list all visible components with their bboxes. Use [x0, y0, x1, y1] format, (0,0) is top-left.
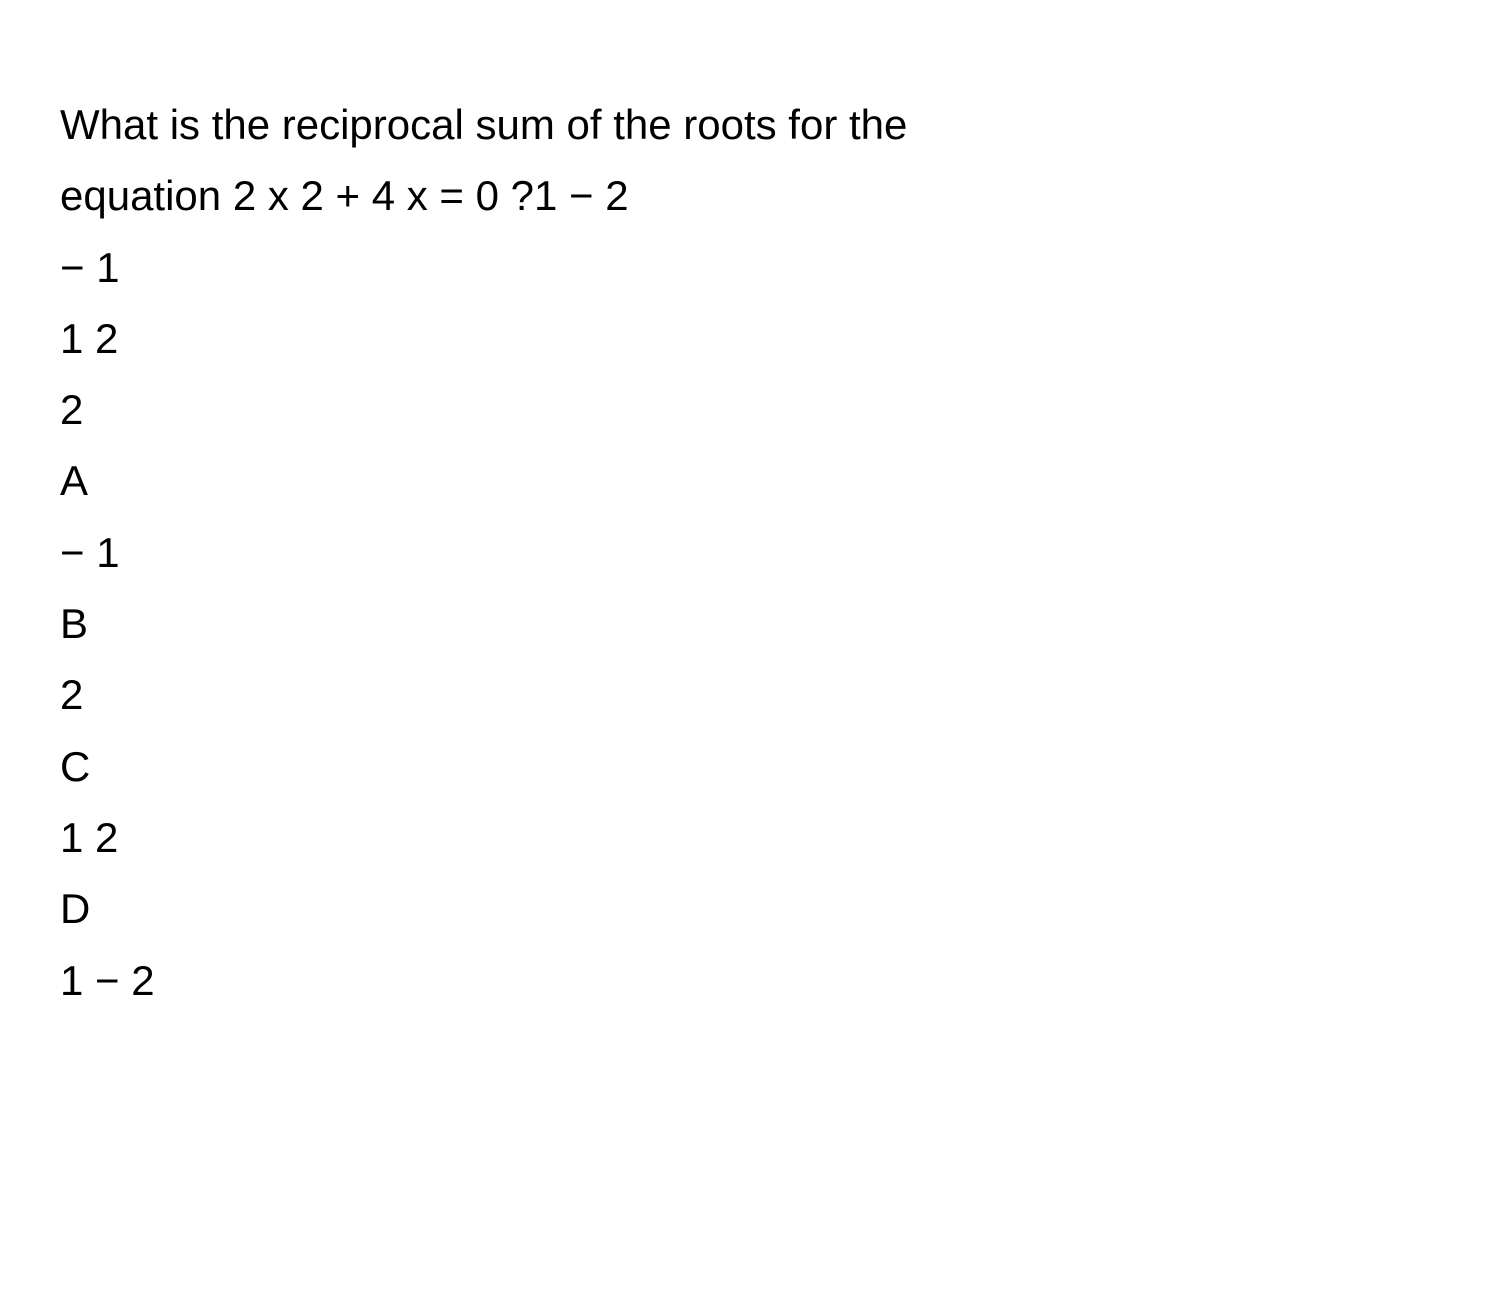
option-item-1: − 1: [60, 233, 1440, 302]
choice-c-label: C: [60, 732, 1440, 801]
choice-d-label: D: [60, 874, 1440, 943]
choice-b-value: 2: [60, 660, 1440, 729]
choice-d-value: 1 − 2: [60, 946, 1440, 1015]
choice-a-value: − 1: [60, 518, 1440, 587]
choice-b-label: B: [60, 589, 1440, 658]
option-item-3: 2: [60, 375, 1440, 444]
choice-c-value: 1 2: [60, 803, 1440, 872]
question-content: What is the reciprocal sum of the roots …: [60, 90, 1440, 1015]
option-item-2: 1 2: [60, 304, 1440, 373]
choice-a-label: A: [60, 446, 1440, 515]
question-text-line2: equation 2 x 2 + 4 x = 0 ?1 − 2: [60, 161, 1440, 230]
question-text-line1: What is the reciprocal sum of the roots …: [60, 90, 1440, 159]
